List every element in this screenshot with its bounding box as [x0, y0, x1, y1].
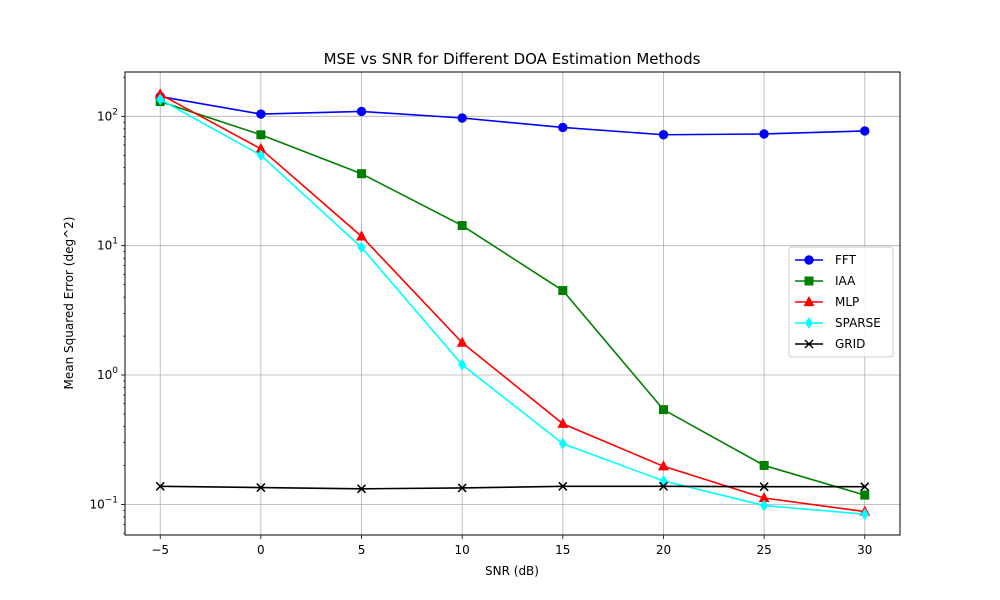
point-fft: [457, 113, 467, 123]
point-sparse: [458, 358, 467, 371]
point-grid: [155, 481, 165, 491]
legend-item-mlp: MLP: [795, 295, 859, 309]
legend-label-fft: FFT: [835, 253, 857, 267]
legend-marker-grid: [804, 339, 814, 349]
point-mlp: [456, 336, 468, 347]
legend-marker-iaa: [804, 276, 814, 286]
y-tick-label: 10−1: [89, 495, 118, 511]
x-tick-label: 20: [656, 543, 671, 557]
point-fft: [658, 130, 669, 140]
point-fft: [860, 126, 870, 136]
x-tick-label: 5: [358, 543, 366, 557]
point-mlp: [356, 230, 367, 241]
x-tick-label: 10: [455, 543, 470, 557]
point-iaa: [256, 130, 266, 140]
x-tick-label: 25: [756, 543, 771, 557]
point-grid: [558, 481, 568, 491]
legend-marker-fft: [804, 255, 814, 265]
point-iaa: [357, 169, 367, 179]
point-iaa: [759, 460, 769, 470]
grid: [125, 72, 900, 535]
line-iaa: [159, 100, 865, 496]
point-grid: [356, 484, 367, 494]
point-grid: [860, 482, 870, 492]
point-grid: [658, 481, 669, 491]
point-mlp: [658, 460, 669, 471]
legend-marker-sparse: [804, 317, 814, 329]
legend-label-sparse: SPARSE: [835, 316, 881, 330]
point-iaa: [457, 221, 467, 231]
x-tick-label: 0: [257, 543, 265, 557]
x-tick-label: 30: [857, 543, 872, 557]
x-tick-label: −5: [151, 543, 169, 557]
y-tick-label: 100: [97, 366, 118, 382]
legend: FFT IAA MLP SPARSE GRID: [788, 246, 894, 358]
line-sparse: [159, 98, 865, 515]
point-sparse: [256, 149, 265, 162]
line-grid: [160, 485, 865, 490]
y-axis-label: Mean Squared Error (deg^2): [62, 217, 76, 390]
point-fft: [558, 122, 568, 133]
y-tick-label: 102: [97, 107, 118, 123]
point-sparse: [860, 508, 869, 521]
point-iaa: [860, 490, 870, 500]
point-sparse: [558, 437, 567, 450]
series-layer: [154, 88, 871, 521]
line-fft: [160, 95, 865, 136]
point-fft: [256, 109, 266, 119]
legend-item-sparse: SPARSE: [795, 316, 881, 330]
line-mlp: [159, 93, 865, 513]
x-axis-label: SNR (dB): [485, 564, 539, 578]
legend-item-iaa: IAA: [795, 274, 856, 288]
legend-label-iaa: IAA: [835, 274, 856, 288]
legend-label-grid: GRID: [835, 337, 865, 351]
point-iaa: [658, 405, 668, 415]
point-grid: [759, 482, 769, 492]
point-sparse: [760, 499, 769, 512]
point-iaa: [558, 286, 568, 296]
legend-marker-mlp: [803, 295, 815, 307]
point-sparse: [357, 241, 366, 254]
series-grid: [155, 481, 870, 494]
point-fft: [356, 106, 367, 117]
series-sparse: [156, 93, 869, 521]
legend-item-fft: FFT: [795, 253, 857, 267]
x-tick-label: 15: [555, 543, 570, 557]
legend-item-grid: GRID: [795, 337, 865, 351]
chart-title: MSE vs SNR for Different DOA Estimation …: [324, 50, 701, 68]
point-fft: [759, 129, 769, 139]
y-tick-label: 101: [97, 237, 118, 253]
legend-box: [788, 246, 894, 358]
plot-frame: [124, 71, 901, 536]
point-mlp: [557, 417, 569, 428]
point-grid: [457, 483, 467, 493]
ticks: −5 0 5 10 15 20 25 30 10−1 100 101 102: [89, 77, 872, 557]
point-grid: [256, 483, 266, 493]
legend-label-mlp: MLP: [835, 295, 859, 309]
point-sparse: [156, 93, 165, 106]
